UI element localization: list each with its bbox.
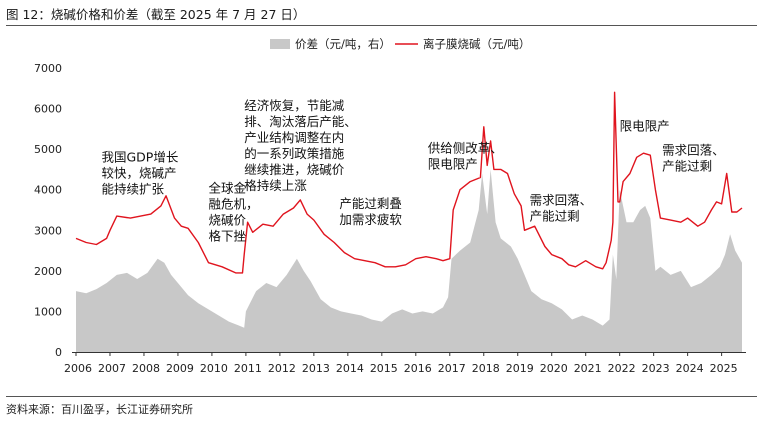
x-tick-label: 2016 <box>404 362 432 375</box>
x-tick-label: 2015 <box>370 362 398 375</box>
legend: 价差（元/吨，右） 离子膜烧碱（元/吨） <box>270 37 530 51</box>
chart-annotation: 限电限产 <box>620 118 670 133</box>
legend-label-spread: 价差（元/吨，右） <box>295 37 391 51</box>
x-tick-label: 2024 <box>676 362 704 375</box>
x-tick-label: 2023 <box>642 362 670 375</box>
y-tick-label: 0 <box>55 346 62 359</box>
x-tick-label: 2013 <box>302 362 330 375</box>
title-rule <box>6 25 757 26</box>
x-tick-label: 2025 <box>710 362 738 375</box>
figure-title: 图 12：烧碱价格和价差（截至 2025 年 7 月 27 日） <box>6 7 306 22</box>
caustic-soda-price-series <box>75 91 743 274</box>
source-note: 资料来源：百川盈孚，长江证券研究所 <box>6 403 193 416</box>
x-tick-label: 2018 <box>472 362 500 375</box>
y-tick-label: 5000 <box>34 143 62 156</box>
x-tick-label: 2014 <box>336 362 364 375</box>
x-tick-label: 2021 <box>574 362 602 375</box>
x-tick-label: 2009 <box>166 362 194 375</box>
y-tick-label: 2000 <box>34 265 62 278</box>
spread-area <box>76 169 742 352</box>
x-tick-label: 2008 <box>132 362 160 375</box>
y-tick-label: 3000 <box>34 224 62 237</box>
price-line <box>75 91 743 274</box>
y-tick-label: 7000 <box>34 62 62 75</box>
x-tick-label: 2020 <box>540 362 568 375</box>
y-tick-label: 6000 <box>34 103 62 116</box>
legend-swatch-spread <box>270 39 290 49</box>
x-tick-label: 2007 <box>98 362 126 375</box>
chart-annotation: 全球金融危机，烧碱价格下挫 <box>209 181 259 244</box>
chart-annotation: 供给侧改革、限电限产 <box>428 140 503 171</box>
source-rule <box>6 396 757 397</box>
y-tick-label: 1000 <box>34 305 62 318</box>
chart-annotation: 需求回落、产能过剩 <box>530 193 593 224</box>
x-tick-label: 2012 <box>268 362 296 375</box>
x-tick-label: 2017 <box>438 362 466 375</box>
chart-annotation: 经济恢复，节能减排、淘汰落后产能、产业结构调整在内的一系列政策措施继续推进，烧碱… <box>244 98 357 193</box>
axes: 0 1000 2000 3000 4000 5000 6000 7000 2006 2007 200… <box>34 62 746 375</box>
x-tick-label: 2010 <box>200 362 228 375</box>
y-tick-label: 4000 <box>34 184 62 197</box>
legend-label-price: 离子膜烧碱（元/吨） <box>423 37 530 51</box>
x-tick-label: 2011 <box>234 362 262 375</box>
chart-annotation: 产能过剩叠加需求疲软 <box>339 196 402 227</box>
annotations: 我国GDP增长较快，烧碱产能持续扩张 全球金融危机，烧碱价格下挫经济恢复，节能减排… <box>101 98 724 244</box>
chart-annotation: 需求回落、产能过剩 <box>662 142 725 173</box>
x-tick-label: 2006 <box>64 362 92 375</box>
x-tick-label: 2022 <box>608 362 636 375</box>
spread-area-series <box>76 169 742 352</box>
chart-annotation: 我国GDP增长较快，烧碱产能持续扩张 <box>101 149 178 196</box>
x-tick-label: 2019 <box>506 362 534 375</box>
